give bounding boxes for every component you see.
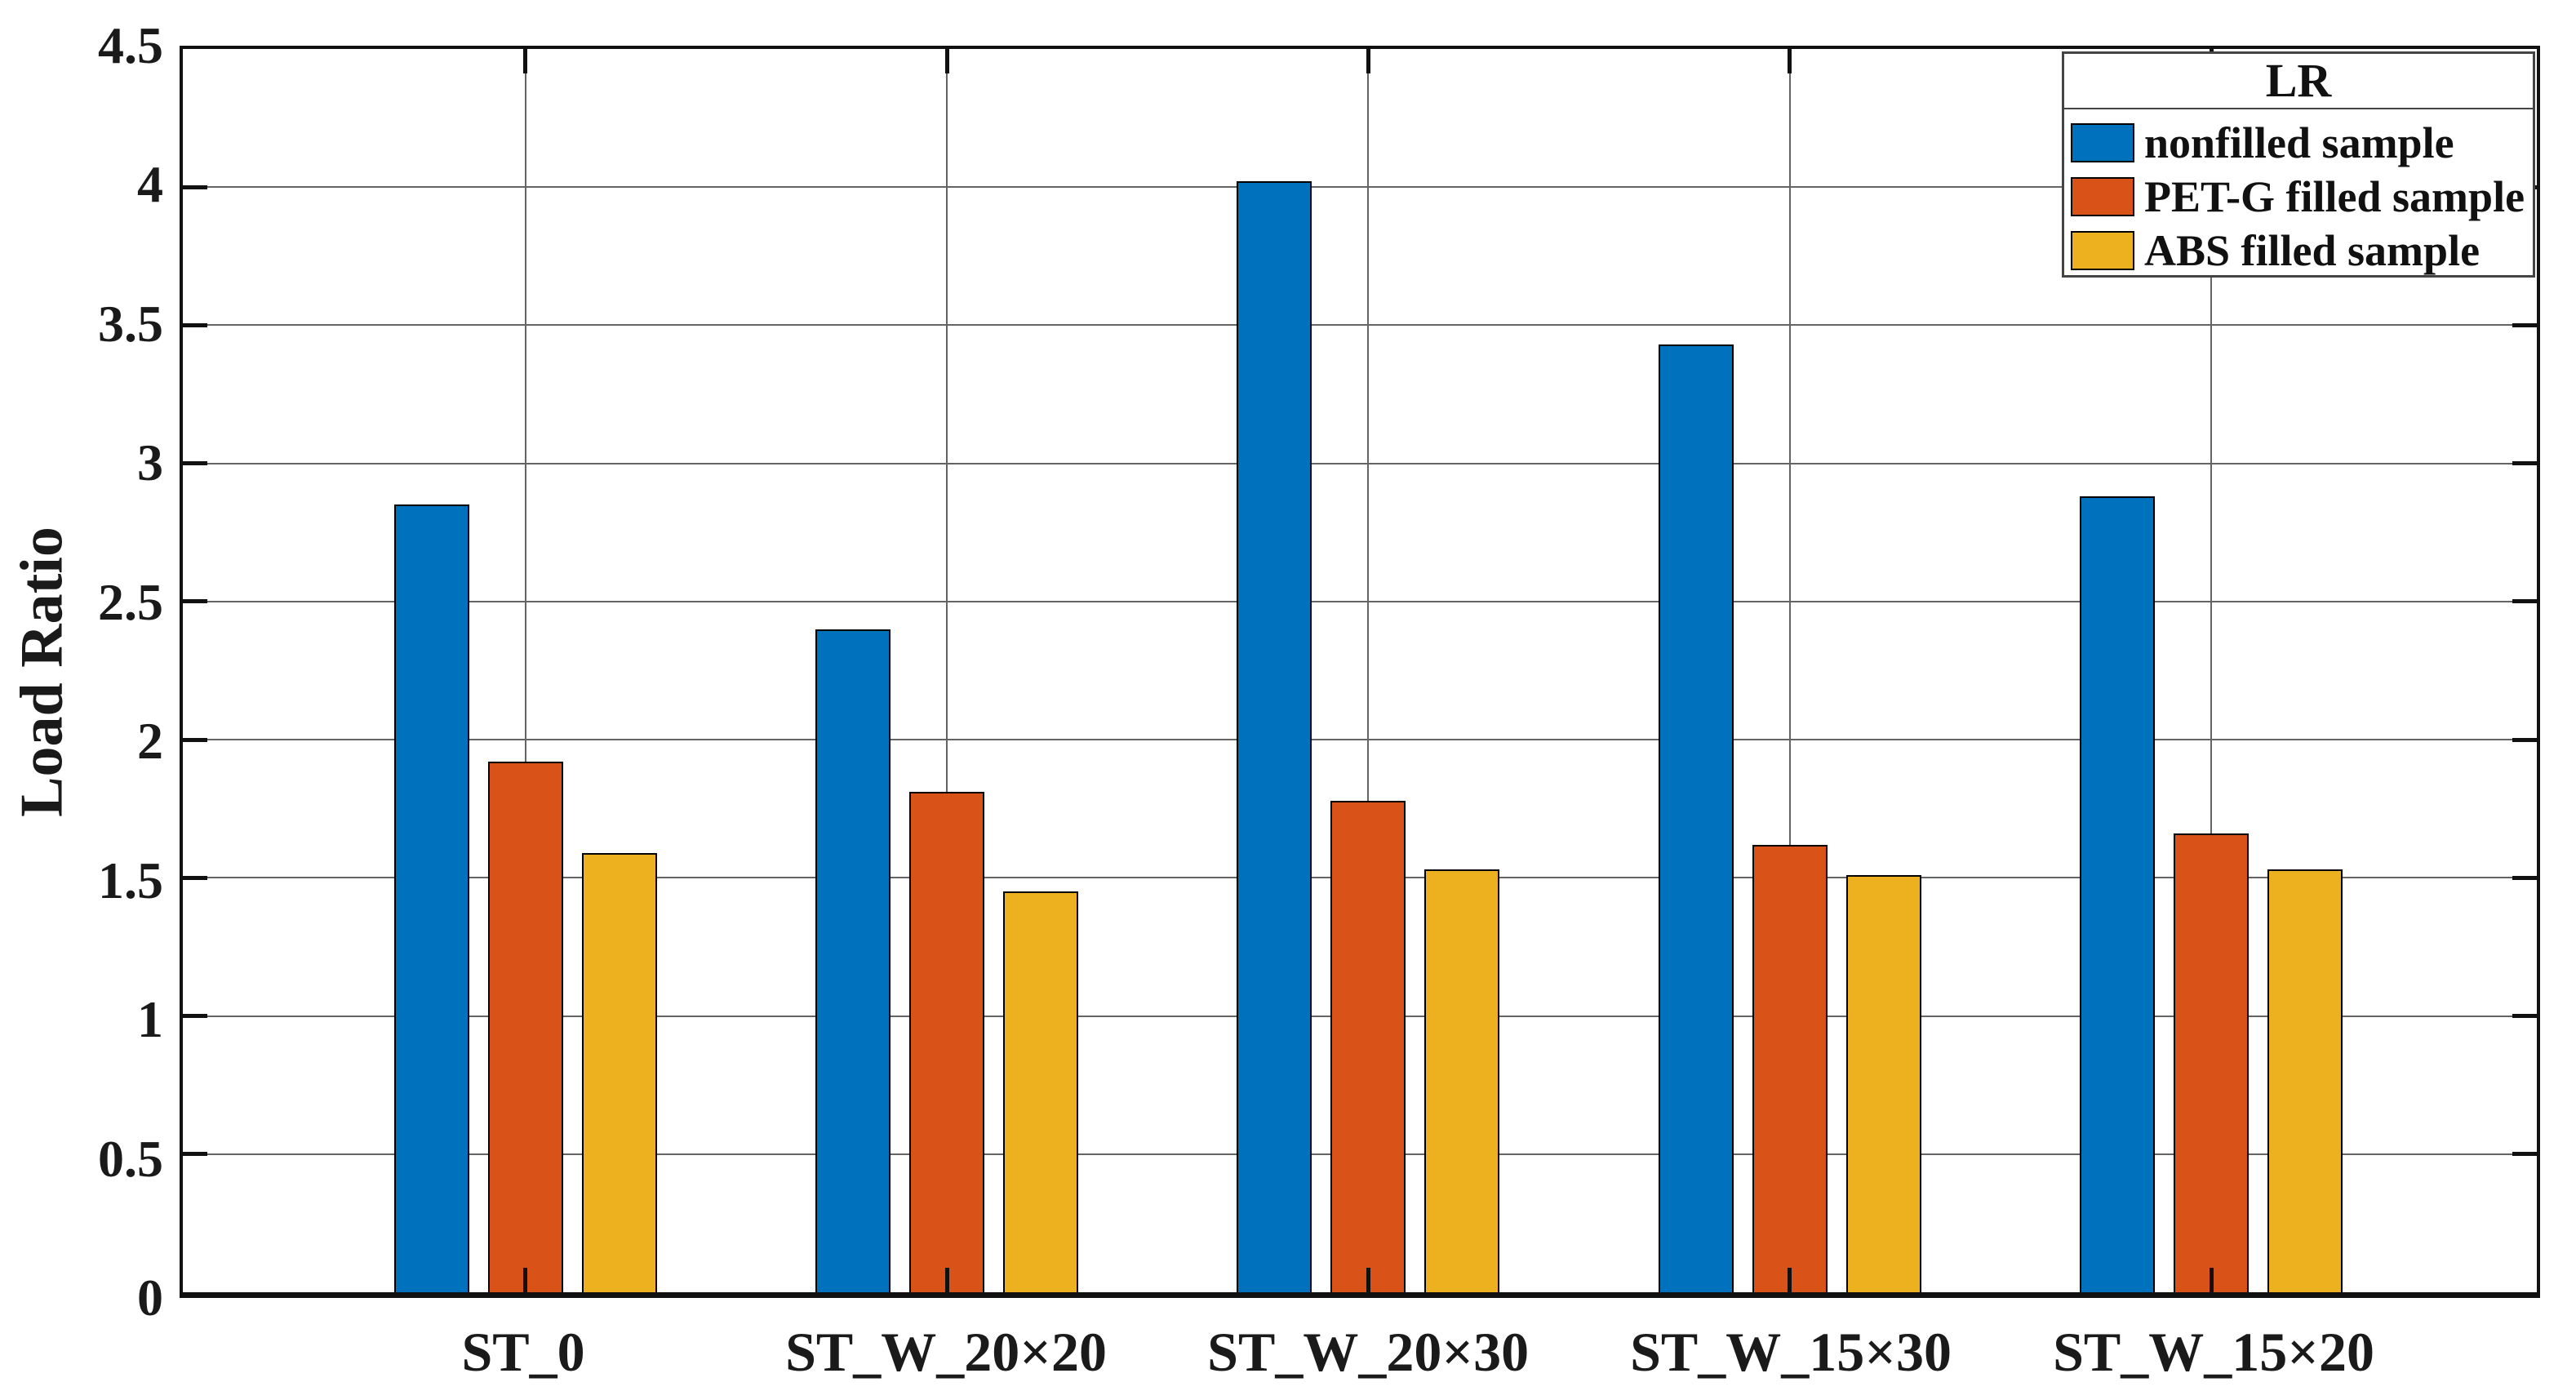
legend-swatch-nonfilled: [2071, 123, 2134, 162]
v-gridline: [2210, 49, 2213, 1292]
y-axis-tick: [183, 461, 207, 466]
legend-swatch-petg: [2071, 177, 2134, 216]
legend-item-abs: ABS filled sample: [2071, 225, 2528, 276]
bar: [815, 629, 891, 1292]
y-axis-tick: [183, 1014, 207, 1019]
x-axis-tick: [944, 49, 949, 73]
h-gridline: [183, 600, 2537, 602]
x-tick-label: ST_W_15×30: [1630, 1321, 1952, 1383]
y-tick-label: 1: [137, 990, 163, 1049]
v-gridline: [946, 49, 948, 1292]
x-tick-label: ST_W_15×20: [2053, 1321, 2374, 1383]
y-axis-tick: [2512, 1152, 2537, 1157]
y-tick-label: 2: [137, 712, 163, 771]
y-axis-tick: [2512, 599, 2537, 604]
legend-item-petg: PET-G filled sample: [2071, 171, 2528, 222]
y-axis-tick: [183, 599, 207, 604]
x-axis-tick: [944, 1268, 949, 1292]
legend-label-petg: PET-G filled sample: [2144, 172, 2525, 221]
y-axis-tick: [2512, 461, 2537, 466]
y-axis-tick: [183, 737, 207, 742]
legend-label-nonfilled: nonfilled sample: [2144, 118, 2454, 167]
x-tick-label: ST_0: [461, 1321, 585, 1383]
y-axis-tick: [2512, 875, 2537, 880]
y-axis-tick: [183, 322, 207, 327]
y-axis-title: Load Ratio: [8, 527, 76, 817]
h-gridline: [183, 324, 2537, 327]
x-axis-tick: [2209, 1268, 2214, 1292]
bar: [393, 504, 469, 1292]
x-axis-tick: [1788, 1268, 1792, 1292]
bar: [1658, 344, 1734, 1292]
y-axis-tick: [2512, 322, 2537, 327]
h-gridline: [183, 462, 2537, 464]
bar: [1845, 874, 1921, 1292]
bar: [1752, 844, 1828, 1292]
y-tick-label: 2.5: [98, 572, 163, 631]
h-gridline: [183, 739, 2537, 741]
y-axis-tick: [183, 1152, 207, 1157]
legend: LR nonfilled sample PET-G filled sample …: [2062, 51, 2535, 278]
bar: [1424, 869, 1500, 1292]
v-gridline: [1367, 49, 1370, 1292]
v-gridline: [524, 49, 526, 1292]
x-axis-tick: [1366, 1268, 1370, 1292]
bar: [487, 762, 563, 1292]
y-tick-label: 0.5: [98, 1129, 163, 1188]
x-tick-label: ST_W_20×20: [785, 1321, 1107, 1383]
y-tick-label: 1.5: [98, 851, 163, 909]
x-axis-tick: [523, 49, 528, 73]
x-axis-tick: [1788, 49, 1792, 73]
x-axis-tick: [523, 1268, 528, 1292]
x-axis-tick: [1366, 49, 1370, 73]
y-tick-label: 3: [137, 433, 163, 492]
bar: [2080, 496, 2156, 1292]
y-tick-label: 0: [137, 1269, 163, 1327]
legend-separator: [2064, 108, 2533, 109]
legend-title: LR: [2265, 54, 2332, 107]
y-axis-tick: [183, 184, 207, 189]
legend-item-nonfilled: nonfilled sample: [2071, 118, 2528, 168]
y-tick-label: 3.5: [98, 294, 163, 353]
bar: [1003, 891, 1079, 1292]
y-axis-tick: [2512, 1014, 2537, 1019]
legend-swatch-abs: [2071, 231, 2134, 270]
bar: [1330, 800, 1406, 1292]
y-tick-label: 4: [137, 155, 163, 214]
y-tick-label: 4.5: [98, 16, 163, 74]
bar: [909, 792, 985, 1292]
bar: [581, 852, 657, 1292]
y-axis-tick: [2512, 737, 2537, 742]
bar: [2267, 869, 2343, 1292]
bar: [1237, 181, 1312, 1292]
y-axis-tick: [183, 875, 207, 880]
bar: [2174, 833, 2250, 1292]
x-tick-label: ST_W_20×30: [1207, 1321, 1530, 1383]
legend-label-abs: ABS filled sample: [2144, 226, 2481, 275]
v-gridline: [1788, 49, 1791, 1292]
h-gridline: [183, 186, 2537, 189]
